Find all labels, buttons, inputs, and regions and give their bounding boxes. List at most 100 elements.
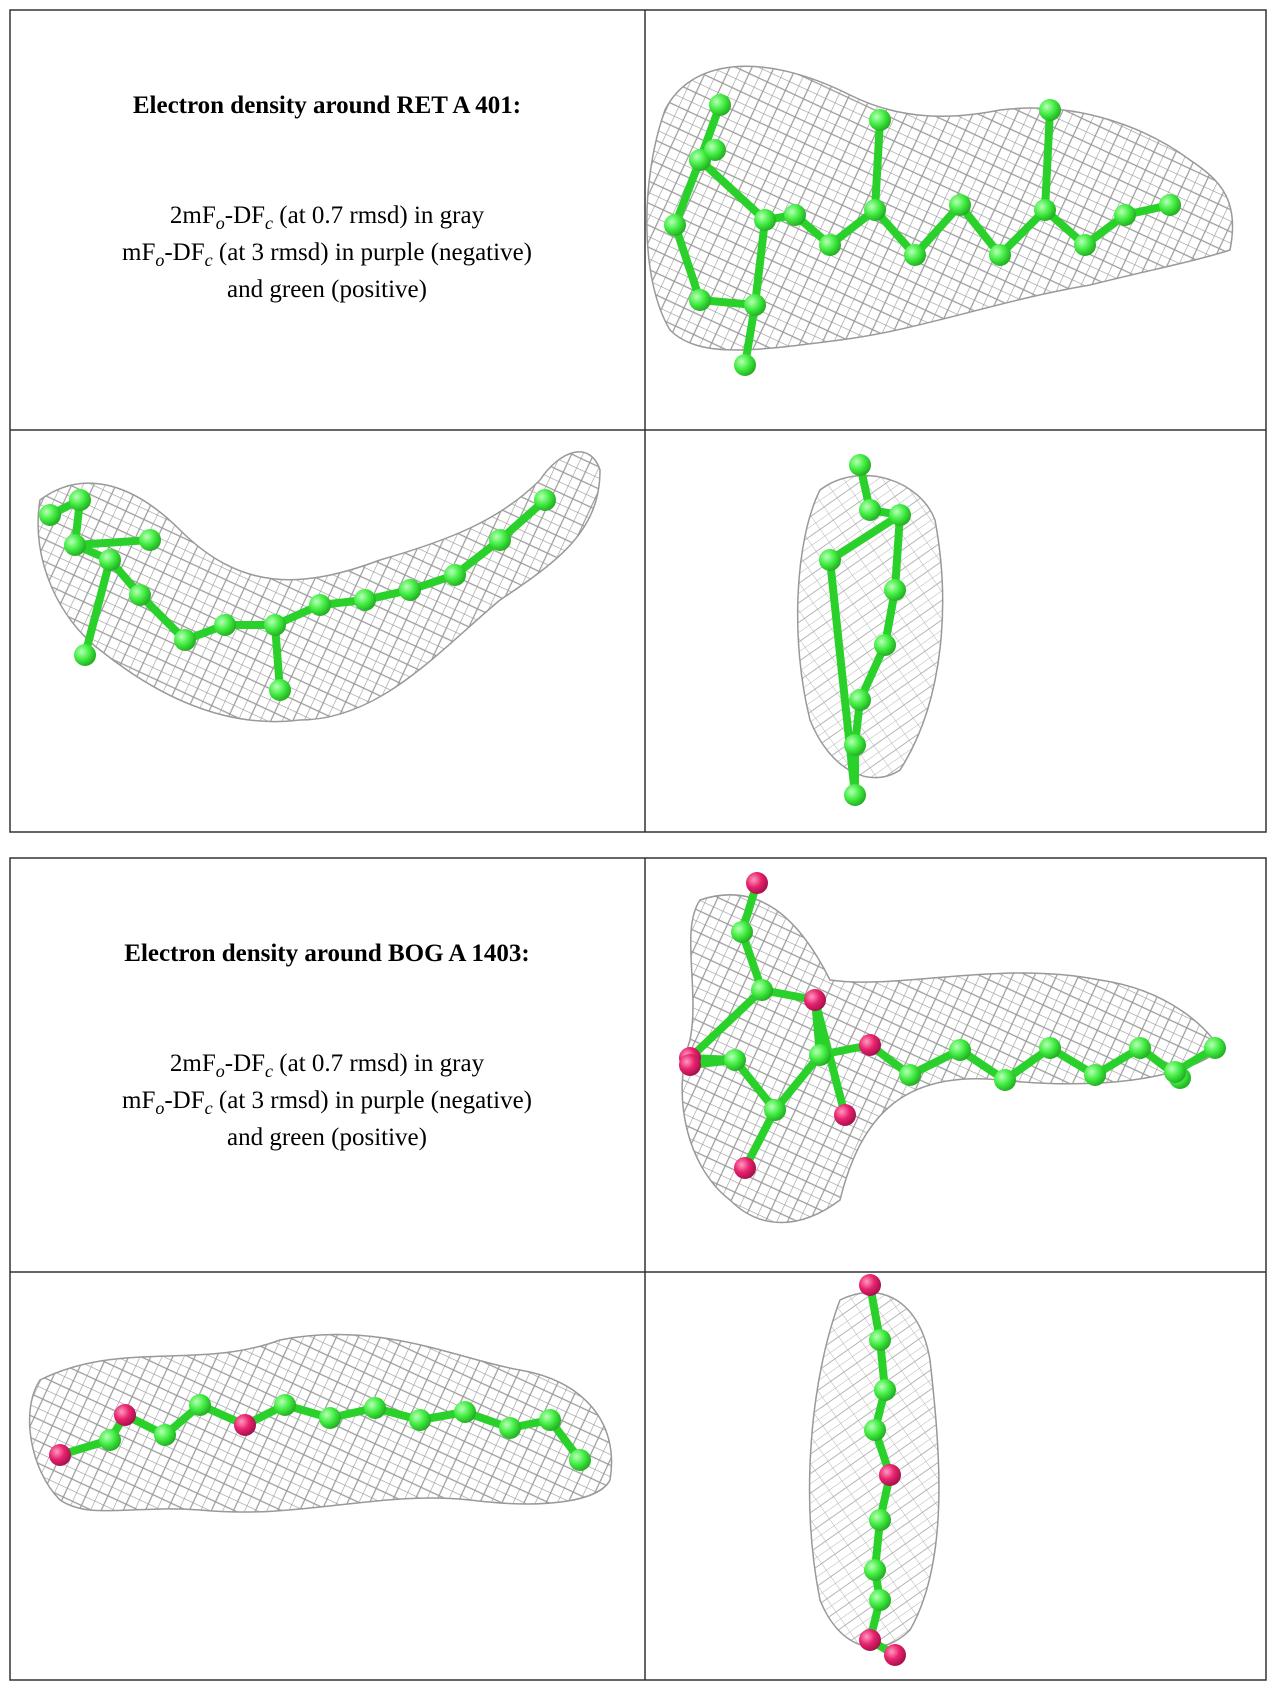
atom: [64, 534, 86, 556]
atom: [319, 1407, 341, 1429]
atom: [309, 594, 331, 616]
atom: [139, 529, 161, 551]
subscript: c: [265, 213, 273, 233]
density-mesh: [38, 452, 600, 722]
caption-text: -DF: [225, 202, 265, 229]
atom: [214, 614, 236, 636]
atom: [949, 194, 971, 216]
atom: [754, 209, 776, 231]
caption-text: 2mF: [170, 202, 216, 229]
caption-line: mFo-DFc (at 3 rmsd) in purple (negative): [122, 239, 532, 270]
caption-line: and green (positive): [227, 1124, 427, 1151]
atom: [1034, 199, 1056, 221]
caption-line: and green (positive): [227, 276, 427, 303]
atom: [679, 1054, 701, 1076]
atom: [499, 1417, 521, 1439]
caption-line: mFo-DFc (at 3 rmsd) in purple (negative): [122, 1087, 532, 1118]
atom: [1114, 204, 1136, 226]
atom: [74, 644, 96, 666]
atom: [704, 139, 726, 161]
subscript: c: [205, 1098, 213, 1118]
atom: [874, 634, 896, 656]
atom: [1039, 1037, 1061, 1059]
atom: [274, 1394, 296, 1416]
atom: [409, 1409, 431, 1431]
caption-text: (at 3 rmsd) in purple (negative): [213, 1087, 532, 1114]
caption-text: and green (positive): [227, 276, 427, 303]
atom: [724, 1049, 746, 1071]
page: {"panels": [ {"heading": "Electron densi…: [0, 0, 1276, 1688]
atom: [664, 214, 686, 236]
atom: [994, 1069, 1016, 1091]
caption-text: and green (positive): [227, 1124, 427, 1151]
atom: [746, 872, 768, 894]
atom: [784, 204, 806, 226]
caption-text: mF: [122, 1087, 155, 1114]
document: Electron density around RET A 401:2mFo-D…: [0, 0, 1276, 1688]
atom: [39, 504, 61, 526]
atom: [869, 1589, 891, 1611]
subscript: o: [155, 250, 164, 270]
atom: [129, 584, 151, 606]
atom: [354, 589, 376, 611]
caption-text: (at 3 rmsd) in purple (negative): [213, 239, 532, 266]
atom: [899, 1064, 921, 1086]
subscript: o: [216, 1061, 225, 1081]
atom: [454, 1401, 476, 1423]
atom: [879, 1464, 901, 1486]
density-images: [30, 66, 1233, 1666]
atom: [731, 921, 753, 943]
atom: [809, 1044, 831, 1066]
atom: [744, 294, 766, 316]
caption-text: mF: [122, 239, 155, 266]
atom: [819, 549, 841, 571]
atom: [849, 454, 871, 476]
subscript: c: [205, 250, 213, 270]
atom: [364, 1397, 386, 1419]
atom: [989, 244, 1011, 266]
atom: [859, 1034, 881, 1056]
atom: [49, 1444, 71, 1466]
atom: [864, 199, 886, 221]
bond: [75, 540, 150, 545]
atom: [859, 499, 881, 521]
atom: [751, 979, 773, 1001]
caption-text: -DF: [164, 1087, 204, 1114]
subscript: o: [216, 213, 225, 233]
atom: [69, 489, 91, 511]
atom: [264, 614, 286, 636]
atom: [1129, 1037, 1151, 1059]
atom: [734, 354, 756, 376]
atom: [884, 579, 906, 601]
atom: [869, 109, 891, 131]
subscript: c: [265, 1061, 273, 1081]
atom: [819, 234, 841, 256]
atom: [859, 1629, 881, 1651]
atom: [869, 1329, 891, 1351]
atom: [709, 94, 731, 116]
atom: [174, 629, 196, 651]
atom: [489, 529, 511, 551]
caption-text: -DF: [225, 1050, 265, 1077]
atom: [569, 1449, 591, 1471]
bond: [1045, 110, 1050, 210]
atom: [154, 1424, 176, 1446]
atom: [834, 1104, 856, 1126]
atom: [1159, 194, 1181, 216]
atom: [844, 734, 866, 756]
atom: [904, 244, 926, 266]
atom: [189, 1394, 211, 1416]
atom: [864, 1559, 886, 1581]
caption-line: 2mFo-DFc (at 0.7 rmsd) in gray: [170, 202, 485, 233]
atom: [534, 489, 556, 511]
atom: [849, 689, 871, 711]
atom: [764, 1099, 786, 1121]
atom: [949, 1039, 971, 1061]
atom: [864, 1419, 886, 1441]
atom: [1164, 1061, 1186, 1083]
caption-text: -DF: [164, 239, 204, 266]
atom: [269, 679, 291, 701]
atom: [114, 1404, 136, 1426]
panel-heading: Electron density around BOG A 1403:: [124, 940, 529, 967]
atom: [234, 1414, 256, 1436]
